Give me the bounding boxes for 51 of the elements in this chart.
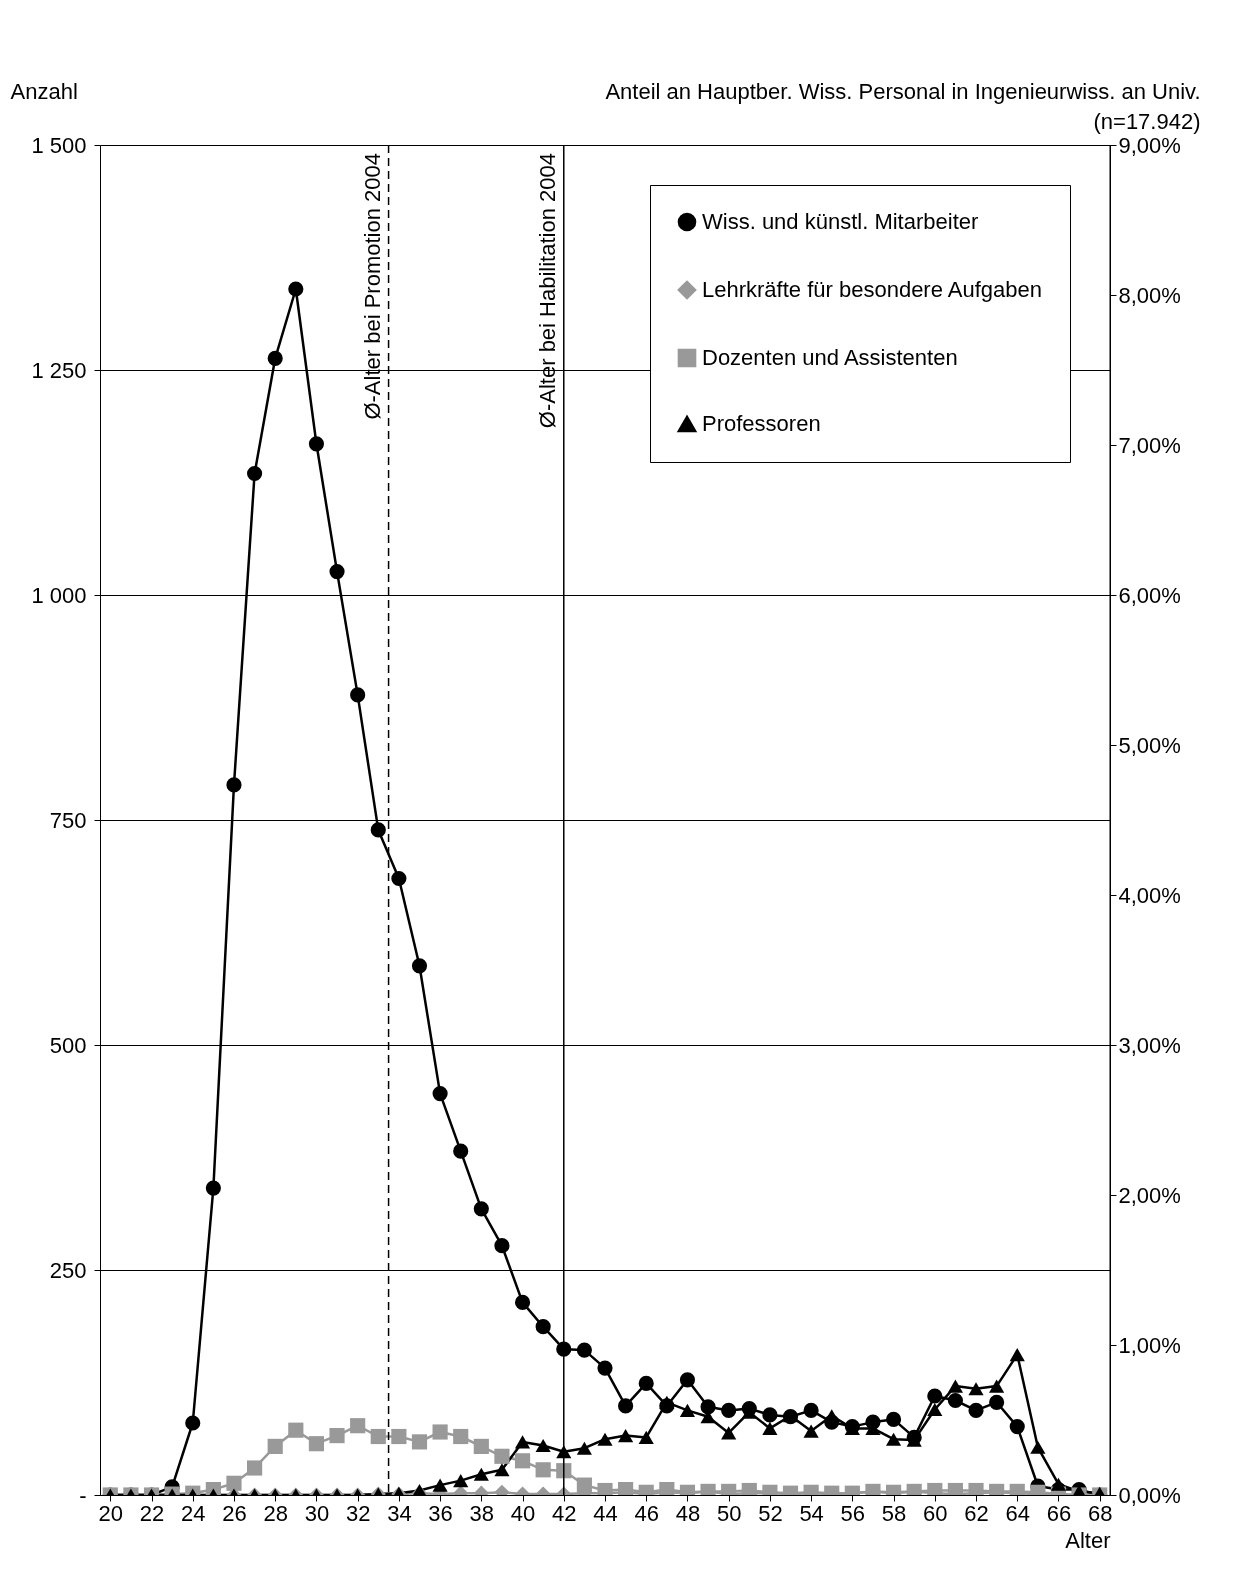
x-tick-label: 64 <box>1005 1500 1030 1526</box>
y-axis-title: Anzahl <box>10 78 78 104</box>
x-tick-label: 62 <box>964 1500 989 1526</box>
x-tick-label: 68 <box>1087 1500 1113 1526</box>
x-tick-label: 38 <box>469 1500 495 1526</box>
x-tick-label: 56 <box>840 1500 866 1526</box>
y-tick-label: 250 <box>49 1257 87 1283</box>
ref-line-label: Ø-Alter bei Promotion 2004 <box>359 153 385 420</box>
x-tick-label: 52 <box>758 1500 783 1526</box>
x-axis-title: Alter <box>1065 1527 1111 1553</box>
x-tick-label: 36 <box>428 1500 453 1526</box>
x-tick-label: 58 <box>881 1500 907 1526</box>
y2-tick-label: 4,00% <box>1118 882 1181 908</box>
x-tick-label: 22 <box>139 1500 165 1526</box>
x-tick-label: 24 <box>181 1500 206 1526</box>
ref-line-label: Ø-Alter bei Habilitation 2004 <box>534 153 560 429</box>
y2-tick-label: 8,00% <box>1118 282 1181 308</box>
x-tick-label: 28 <box>263 1500 288 1526</box>
y2-tick-label: 1,00% <box>1118 1332 1181 1358</box>
x-tick-label: 50 <box>716 1500 742 1526</box>
y-tick-label: - <box>79 1482 87 1508</box>
y-tick-label: 500 <box>49 1032 87 1058</box>
y2-tick-label: 5,00% <box>1118 732 1181 758</box>
y-tick-label: 1 500 <box>31 132 87 158</box>
x-tick-label: 32 <box>345 1500 371 1526</box>
legend-label: Dozenten und Assistenten <box>702 345 958 370</box>
y-tick-label: 750 <box>49 807 87 833</box>
legend-label: Professoren <box>702 411 821 436</box>
x-tick-label: 48 <box>675 1500 701 1526</box>
y2-axis-title: Anteil an Hauptber. Wiss. Personal in Ingenieurwiss. an Univ. (n=17.942) <box>605 78 1201 134</box>
y2-tick-label: 9,00% <box>1118 132 1181 158</box>
y2-tick-label: 2,00% <box>1118 1182 1181 1208</box>
y2-tick-label: 6,00% <box>1118 582 1181 608</box>
x-tick-label: 46 <box>634 1500 659 1526</box>
y2-tick-label: 0,00% <box>1118 1482 1181 1508</box>
y-tick-label: 1 000 <box>31 582 87 608</box>
legend-label: Wiss. und künstl. Mitarbeiter <box>702 209 979 234</box>
x-tick-label: 42 <box>552 1500 577 1526</box>
x-tick-label: 34 <box>387 1500 412 1526</box>
x-tick-label: 26 <box>222 1500 247 1526</box>
x-tick-label: 30 <box>304 1500 330 1526</box>
y-tick-label: 1 250 <box>31 357 87 383</box>
x-tick-label: 40 <box>510 1500 536 1526</box>
x-tick-label: 20 <box>98 1500 124 1526</box>
legend-label: Lehrkräfte für besondere Aufgaben <box>702 277 1043 302</box>
y2-tick-label: 7,00% <box>1118 432 1181 458</box>
x-tick-label: 54 <box>799 1500 824 1526</box>
x-tick-label: 60 <box>923 1500 948 1526</box>
x-tick-label: 44 <box>593 1500 618 1526</box>
y2-tick-label: 3,00% <box>1118 1032 1181 1058</box>
x-tick-label: 66 <box>1046 1500 1072 1526</box>
